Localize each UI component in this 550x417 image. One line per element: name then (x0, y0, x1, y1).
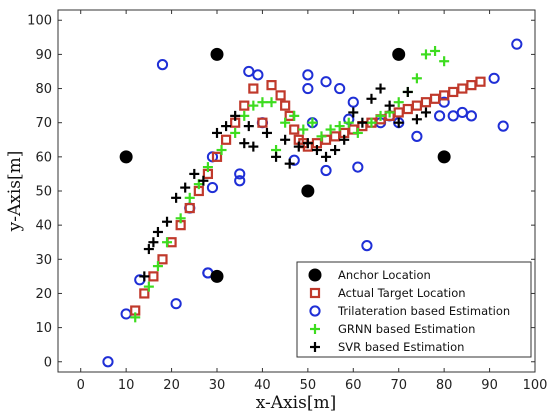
y-tick-label: 70 (35, 116, 52, 131)
point-s0-2 (392, 48, 405, 61)
y-tick-label: 50 (35, 185, 52, 200)
legend-label-0: Anchor Location (338, 268, 431, 282)
point-s0-1 (211, 48, 224, 61)
y-tick-label: 60 (35, 150, 52, 165)
x-tick-label: 60 (345, 378, 362, 393)
point-s0-3 (211, 270, 224, 283)
x-tick-label: 0 (77, 378, 85, 393)
x-tick-label: 80 (436, 378, 453, 393)
legend-label-1: Actual Target Location (338, 286, 466, 300)
y-tick-label: 30 (35, 253, 52, 268)
y-tick-label: 80 (35, 82, 52, 97)
legend-label-3: GRNN based Estimation (338, 322, 475, 336)
y-tick-label: 40 (35, 219, 52, 234)
x-axis-label: x-Axis[m] (256, 393, 336, 413)
y-tick-label: 0 (44, 355, 52, 370)
y-axis-label: y-Axis[m] (5, 151, 25, 233)
point-s0-5 (438, 150, 451, 163)
x-tick-label: 40 (254, 378, 271, 393)
y-tick-label: 10 (35, 321, 52, 336)
legend: Anchor Location Actual Target Location Tri… (297, 262, 531, 357)
x-tick-label: 50 (300, 378, 317, 393)
legend-label-2: Trilateration based Estimation (337, 304, 510, 318)
legend-label-4: SVR based Estimation (338, 340, 464, 354)
y-tick-label: 100 (27, 14, 52, 29)
x-tick-label: 30 (209, 378, 226, 393)
x-tick-label: 20 (163, 378, 180, 393)
legend-marker-0 (309, 269, 322, 282)
y-tick-label: 20 (35, 287, 52, 302)
point-s0-0 (120, 150, 133, 163)
x-tick-label: 10 (118, 378, 135, 393)
y-tick-label: 90 (35, 48, 52, 63)
x-tick-label: 90 (481, 378, 498, 393)
x-tick-label: 100 (523, 378, 548, 393)
x-tick-label: 70 (390, 378, 407, 393)
point-s0-4 (301, 185, 314, 198)
